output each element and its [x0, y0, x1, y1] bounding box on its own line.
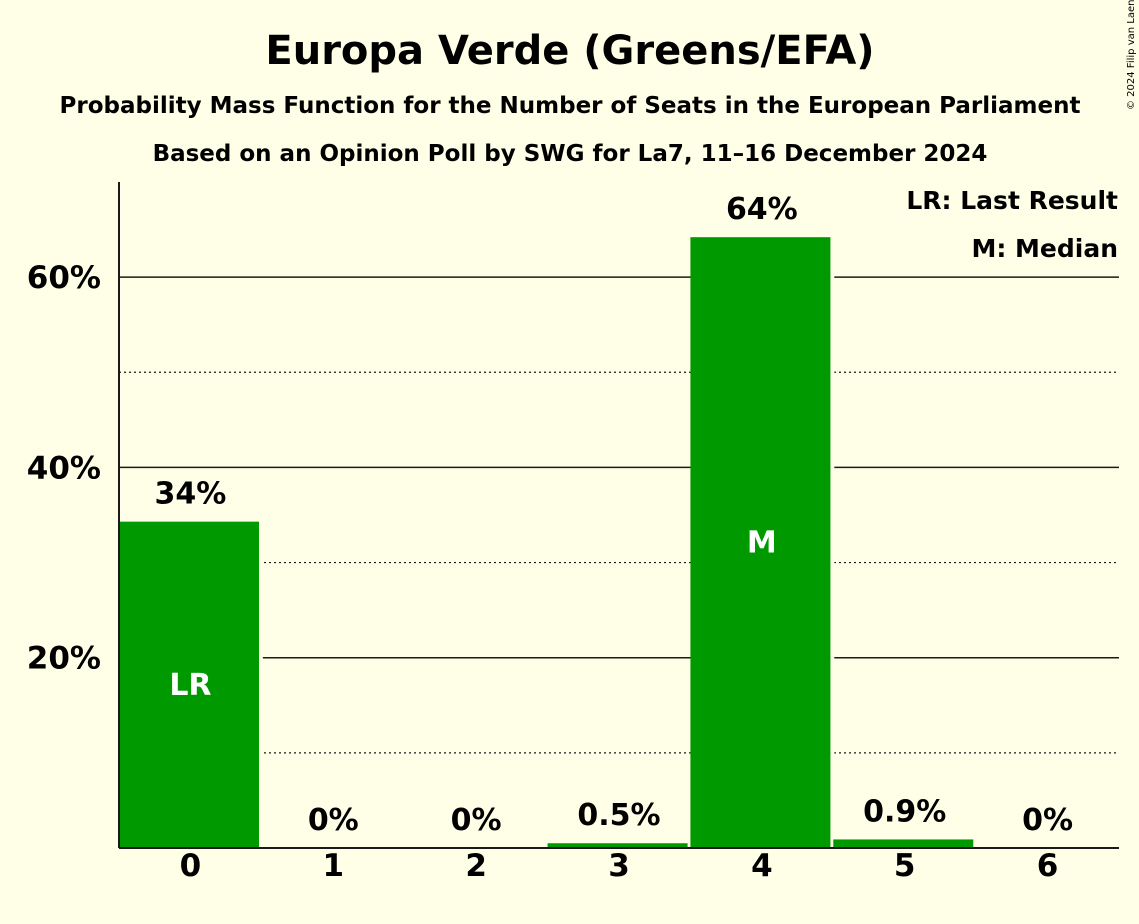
x-tick-label: 1 — [322, 848, 344, 884]
bar-gap — [687, 837, 692, 848]
bar-seats-0 — [119, 521, 259, 848]
legend-median: M: Median — [971, 234, 1118, 263]
bar-gap — [830, 231, 835, 848]
chart-subtitle: Probability Mass Function for the Number… — [60, 93, 1081, 119]
x-tick-label: 4 — [751, 848, 773, 884]
x-tick-label: 3 — [608, 848, 630, 884]
label-backdrop — [690, 185, 831, 236]
bar-seats-4 — [690, 237, 831, 848]
x-tick-label: 0 — [180, 848, 202, 884]
legend-last-result: LR: Last Result — [906, 186, 1118, 215]
bar-value-label: 0% — [451, 803, 502, 838]
bar-marker-lr: LR — [169, 668, 211, 703]
bar-value-label: 34% — [155, 477, 227, 512]
bar-gap — [973, 833, 978, 848]
bar-labels: 34% LR 0% 0% 0.5% 64% M 0.9% 0% — [155, 192, 1074, 838]
bar-value-label: 0% — [308, 803, 359, 838]
x-tick-label: 2 — [465, 848, 487, 884]
bar-value-label: 0.9% — [863, 794, 946, 829]
x-axis-ticks: 0 1 2 3 4 5 6 — [180, 848, 1059, 884]
y-tick-label: 20% — [27, 641, 101, 677]
x-tick-label: 6 — [1037, 848, 1059, 884]
copyright-notice: © 2024 Filip van Laenen — [1126, 0, 1137, 110]
bar-marker-m: M — [747, 526, 777, 561]
bar-value-label: 64% — [726, 192, 798, 227]
bar-seats-5 — [833, 839, 974, 848]
y-axis-ticks: 20% 40% 60% — [27, 260, 101, 677]
y-tick-label: 60% — [27, 260, 101, 296]
chart-title: Europa Verde (Greens/EFA) — [265, 28, 874, 74]
bar-seats-3 — [547, 843, 688, 848]
bar-value-label: 0% — [1022, 803, 1073, 838]
bar-value-label: 0.5% — [577, 798, 660, 833]
grid-lines — [119, 276, 1119, 754]
label-backdrop — [119, 469, 259, 520]
chart-subtitle-poll: Based on an Opinion Poll by SWG for La7,… — [153, 141, 988, 167]
y-tick-label: 40% — [27, 450, 101, 486]
x-tick-label: 5 — [894, 848, 916, 884]
bar-gap — [259, 515, 263, 848]
bars — [119, 185, 978, 848]
